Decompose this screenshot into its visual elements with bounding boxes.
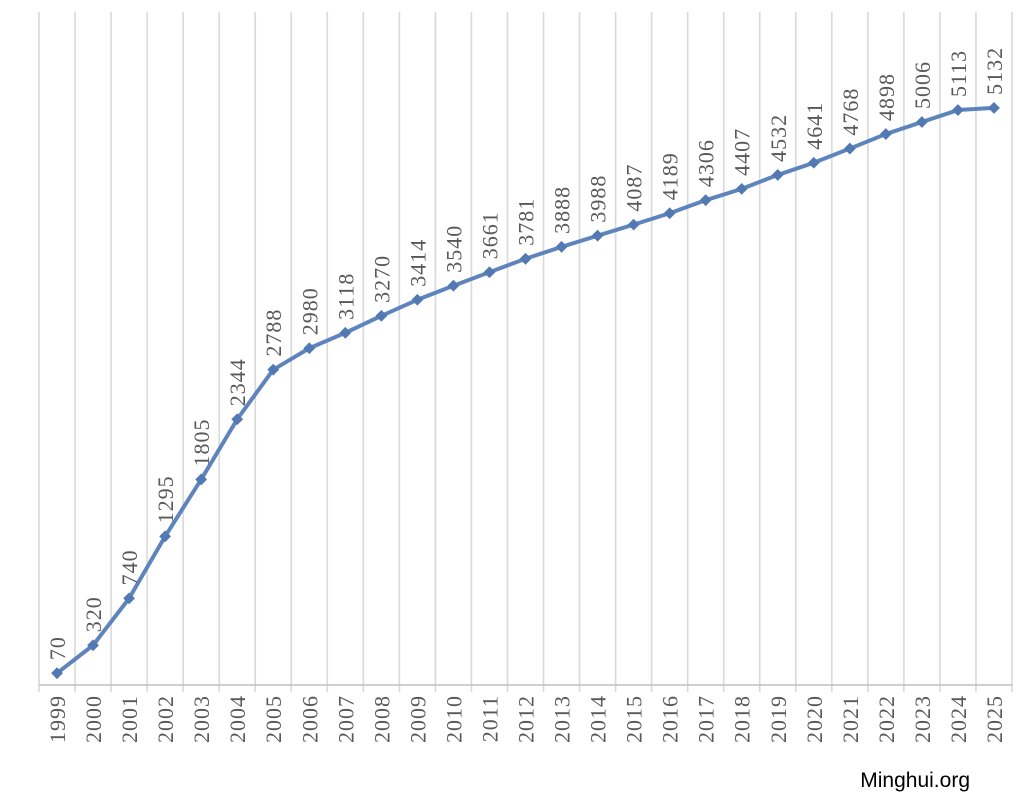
data-label: 3270	[369, 255, 394, 303]
data-label: 3988	[586, 175, 611, 223]
data-point-marker	[663, 207, 676, 220]
data-point-marker	[267, 363, 280, 376]
x-axis-tick-label: 2020	[802, 695, 827, 743]
data-point-marker	[483, 266, 496, 279]
x-axis-tick-label: 2001	[117, 695, 142, 743]
data-point-marker	[915, 116, 928, 128]
data-label: 2980	[297, 287, 322, 335]
x-axis-tick-label: 2023	[910, 695, 935, 743]
data-label: 4898	[874, 73, 899, 121]
data-point-marker	[807, 156, 820, 169]
x-axis-tick-label: 2016	[658, 695, 683, 743]
data-label: 3661	[477, 211, 502, 259]
x-axis-tick-label: 2011	[477, 695, 502, 742]
x-axis-tick-label: 2009	[405, 695, 430, 743]
data-label: 3118	[333, 273, 358, 320]
x-axis-tick-label: 2014	[586, 695, 611, 743]
data-point-marker	[591, 229, 604, 242]
data-label: 4087	[622, 164, 647, 212]
x-axis-tick-label: 2018	[730, 695, 755, 743]
x-axis-tick-label: 2010	[441, 695, 466, 743]
data-point-marker	[952, 104, 964, 116]
series-line	[55, 105, 996, 676]
x-axis-tick-label: 1999	[45, 695, 70, 743]
x-axis-tick-label: 2004	[225, 695, 250, 743]
x-axis-tick-label: 2008	[369, 695, 394, 743]
data-point-marker	[303, 342, 316, 355]
data-label: 3414	[405, 239, 430, 287]
data-label: 2344	[225, 358, 250, 406]
data-label: 1295	[153, 475, 178, 523]
data-point-marker	[375, 309, 388, 322]
data-label: 2788	[261, 309, 286, 357]
data-label: 4532	[766, 114, 791, 162]
x-axis-tick-label: 2005	[261, 695, 286, 743]
x-axis-tick-label: 2025	[982, 695, 1007, 743]
data-label: 3540	[441, 225, 466, 273]
x-axis-tick-label: 2002	[153, 695, 178, 743]
data-label: 4189	[658, 152, 683, 200]
data-label: 4641	[802, 102, 827, 150]
data-point-marker	[555, 240, 568, 253]
data-label: 4306	[694, 139, 719, 187]
source-attribution: Minghui.org	[860, 769, 970, 792]
data-point-marker	[123, 592, 136, 605]
data-point-marker	[699, 194, 712, 207]
data-label: 5113	[946, 50, 971, 97]
data-point-marker	[843, 142, 856, 155]
data-label: 5132	[982, 47, 1007, 95]
x-axis-tick-label: 2000	[81, 695, 106, 743]
data-label: 3888	[550, 186, 575, 234]
x-axis-tick-label: 2012	[514, 695, 539, 743]
data-point-marker	[988, 102, 1000, 114]
data-point-marker	[627, 218, 640, 231]
x-axis-tick-label: 2019	[766, 695, 791, 743]
x-axis-tick-label: 2013	[550, 695, 575, 743]
data-point-marker	[231, 413, 244, 426]
x-axis-tick-label: 2015	[622, 695, 647, 743]
data-point-marker	[159, 530, 172, 543]
data-point-marker	[735, 182, 748, 195]
data-label: 320	[81, 596, 106, 632]
data-label: 740	[117, 549, 142, 585]
x-axis-tick-label: 2007	[333, 695, 358, 743]
data-point-marker	[51, 667, 63, 680]
data-point-marker	[519, 252, 532, 265]
x-axis-tick-label: 2022	[874, 695, 899, 743]
data-point-marker	[411, 293, 424, 306]
data-label: 5006	[910, 61, 935, 109]
data-label: 4768	[838, 88, 863, 136]
data-label: 1805	[189, 418, 214, 466]
x-axis-tick-label: 2017	[694, 695, 719, 743]
x-axis-tick-label: 2024	[946, 695, 971, 743]
x-axis-tick-label: 2021	[838, 695, 863, 743]
data-label: 3781	[514, 198, 539, 246]
data-point-marker	[87, 639, 99, 652]
x-axis-tick-label: 2006	[297, 695, 322, 743]
data-point-marker	[339, 326, 352, 339]
x-axis-tick-label: 2003	[189, 695, 214, 743]
data-label: 4407	[730, 128, 755, 176]
data-point-marker	[195, 473, 208, 486]
data-label: 70	[45, 636, 70, 660]
data-point-marker	[447, 279, 460, 292]
data-point-marker	[879, 128, 892, 140]
data-point-marker	[771, 169, 784, 181]
